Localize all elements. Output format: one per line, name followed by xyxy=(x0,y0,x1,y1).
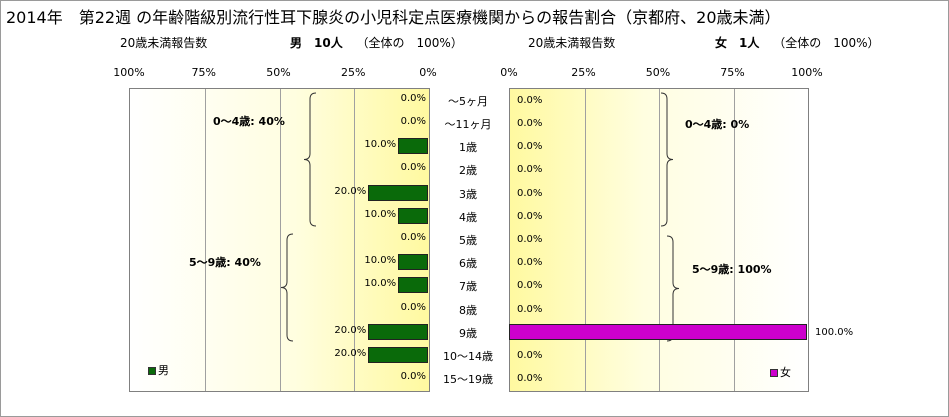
male-bar xyxy=(398,138,428,155)
male-bar xyxy=(398,207,428,224)
category-label: 1歳 xyxy=(459,141,477,155)
male-data-label: 10.0% xyxy=(364,208,397,220)
right-gridline xyxy=(733,89,735,391)
male-data-label: 20.0% xyxy=(334,324,367,336)
male-data-label: 10.0% xyxy=(364,255,397,267)
male-plot-area xyxy=(129,88,430,392)
category-label: 5歳 xyxy=(459,234,477,247)
female-legend: 女 xyxy=(770,364,791,380)
female-legend-swatch xyxy=(770,369,778,377)
female-data-label: 0.0% xyxy=(517,94,543,106)
right-gridline xyxy=(584,89,586,391)
right-subtitle-label: 20歳未満報告数 xyxy=(528,36,616,50)
male-data-label: 0.0% xyxy=(400,371,426,383)
male-count: 男 10人 xyxy=(290,36,343,50)
category-label: 4歳 xyxy=(459,210,477,224)
female-data-label: 0.0% xyxy=(517,350,543,362)
male-bar xyxy=(398,254,428,271)
left-tick-label: 75% xyxy=(191,66,216,79)
male-data-label: 0.0% xyxy=(400,301,426,313)
left-gridline xyxy=(354,89,356,391)
male-data-label: 20.0% xyxy=(334,348,367,360)
left-tick-label: 50% xyxy=(266,66,291,79)
category-label: 9歳 xyxy=(459,326,477,340)
male-data-label: 0.0% xyxy=(400,162,426,174)
male-data-label: 0.0% xyxy=(400,232,426,243)
male-group-5-9: 5～9歳: 40% xyxy=(189,256,261,269)
left-tick-label: 100% xyxy=(113,66,145,79)
category-label: ～11ヶ月 xyxy=(444,117,492,131)
left-gridline xyxy=(279,89,281,391)
female-legend-label: 女 xyxy=(780,366,791,379)
female-group-5-9: 5～9歳: 100% xyxy=(692,263,772,276)
male-legend-swatch xyxy=(148,367,156,375)
left-tick-label: 25% xyxy=(341,66,366,79)
male-data-label: 10.0% xyxy=(364,278,397,290)
left-tick-label: 0% xyxy=(419,66,437,79)
left-subtitle-count: 男 10人 （全体の 100%） xyxy=(290,34,463,51)
category-label: 15～19歳 xyxy=(443,373,493,387)
male-bar xyxy=(398,277,428,294)
female-data-label: 0.0% xyxy=(517,280,543,292)
right-tick-label: 25% xyxy=(571,66,596,79)
left-subtitle-label: 20歳未満報告数 xyxy=(120,36,208,50)
female-note: （全体の 100%） xyxy=(773,36,880,50)
category-label: 2歳 xyxy=(459,164,477,178)
male-data-label: 0.0% xyxy=(400,115,426,127)
category-label: 6歳 xyxy=(459,257,477,271)
right-gridline xyxy=(659,89,660,391)
category-label: 7歳 xyxy=(459,280,477,294)
male-bar xyxy=(368,323,428,340)
male-legend-label: 男 xyxy=(158,364,169,377)
female-data-label: 0.0% xyxy=(517,303,543,315)
right-tick-label: 50% xyxy=(645,66,671,79)
male-bar xyxy=(368,347,428,364)
male-bar xyxy=(368,184,428,201)
female-data-label: 100.0% xyxy=(815,326,854,338)
chart-title: 2014年 第22週 の年齢階級別流行性耳下腺炎の小児科定点医療機関からの報告割… xyxy=(6,8,781,27)
right-tick-label: 0% xyxy=(500,66,518,79)
right-tick-label: 100% xyxy=(791,66,823,79)
female-data-label: 0.0% xyxy=(517,117,543,129)
right-tick-label: 75% xyxy=(720,66,745,79)
right-subtitle-count: 女 1人 （全体の 100%） xyxy=(715,34,880,51)
female-count: 女 1人 xyxy=(715,36,760,50)
male-data-label: 0.0% xyxy=(400,92,426,104)
female-data-label: 0.0% xyxy=(517,164,543,176)
left-gridline xyxy=(204,89,206,391)
category-label: 3歳 xyxy=(459,187,477,201)
male-data-label: 20.0% xyxy=(334,185,367,197)
female-data-label: 0.0% xyxy=(517,257,543,269)
category-label: 10～14歳 xyxy=(443,350,493,364)
female-data-label: 0.0% xyxy=(517,373,543,385)
category-label: ～5ヶ月 xyxy=(448,94,488,108)
female-bar xyxy=(509,323,807,340)
male-legend: 男 xyxy=(148,362,169,378)
right-subtitle: 20歳未満報告数 xyxy=(528,34,615,51)
female-data-label: 0.0% xyxy=(517,210,543,222)
female-data-label: 0.0% xyxy=(517,187,543,199)
female-group-0-4: 0～4歳: 0% xyxy=(685,118,750,131)
female-data-label: 0.0% xyxy=(517,234,543,245)
female-plot-area xyxy=(509,88,809,392)
male-group-0-4: 0～4歳: 40% xyxy=(213,115,285,128)
left-subtitle: 20歳未満報告数 xyxy=(120,34,207,51)
female-data-label: 0.0% xyxy=(517,141,543,153)
male-data-label: 10.0% xyxy=(364,139,397,151)
category-label: 8歳 xyxy=(459,303,477,317)
male-note: （全体の 100%） xyxy=(356,36,463,50)
